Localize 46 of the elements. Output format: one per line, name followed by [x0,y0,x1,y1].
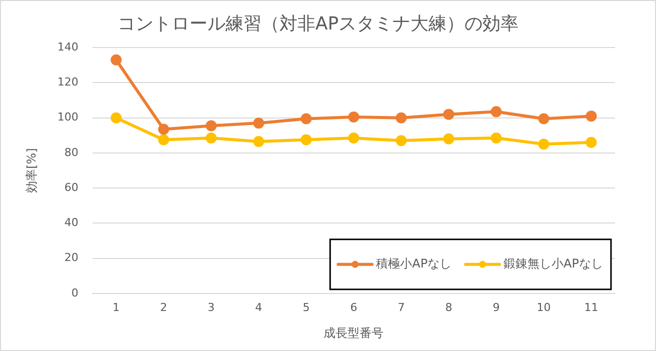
point [348,132,360,144]
x-tick-label: 2 [160,300,168,314]
point [300,134,312,146]
x-tick-label: 4 [255,300,262,314]
x-tick-label: 1 [112,300,120,314]
point [158,134,170,146]
point [396,135,407,146]
point [110,54,122,66]
x-tick-label: 11 [584,300,598,314]
point [396,112,407,124]
point [348,111,360,122]
point [490,106,502,118]
point [110,112,122,124]
y-tick-label: 60 [64,180,78,194]
point [586,136,597,148]
point [158,124,170,135]
point [586,110,597,122]
point [300,113,312,124]
point [206,120,217,132]
legend-label: 鍛錬無し小APなし [504,256,604,271]
point [443,133,454,144]
point [253,118,264,129]
y-tick-label: 80 [64,146,78,159]
x-tick-label: 9 [492,300,500,314]
x-tick-label: 6 [350,300,358,314]
x-tick-label: 10 [536,300,551,314]
y-tick-label: 100 [57,110,78,124]
y-axis-title: 効率[%] [24,148,38,193]
y-tick-label: 20 [64,251,78,264]
y-tick-label: 120 [57,76,78,89]
point [206,132,217,144]
y-tick-label: 40 [64,216,78,230]
x-tick-label: 3 [208,300,215,314]
x-tick-label: 7 [398,300,405,314]
point [538,138,550,150]
x-tick-label: 5 [302,300,310,314]
point [538,113,550,124]
legend-label: 積極小APなし [376,256,452,271]
point [253,136,264,148]
y-tick-label: 0 [71,286,78,300]
x-axis-title: 成長型番号 [324,326,384,340]
point [490,132,502,144]
chart-title: コントロール練習（対非APスタミナ大練）の効率 [117,13,519,34]
y-tick-label: 140 [57,40,78,54]
point [443,108,454,120]
x-tick-label: 8 [445,300,452,314]
